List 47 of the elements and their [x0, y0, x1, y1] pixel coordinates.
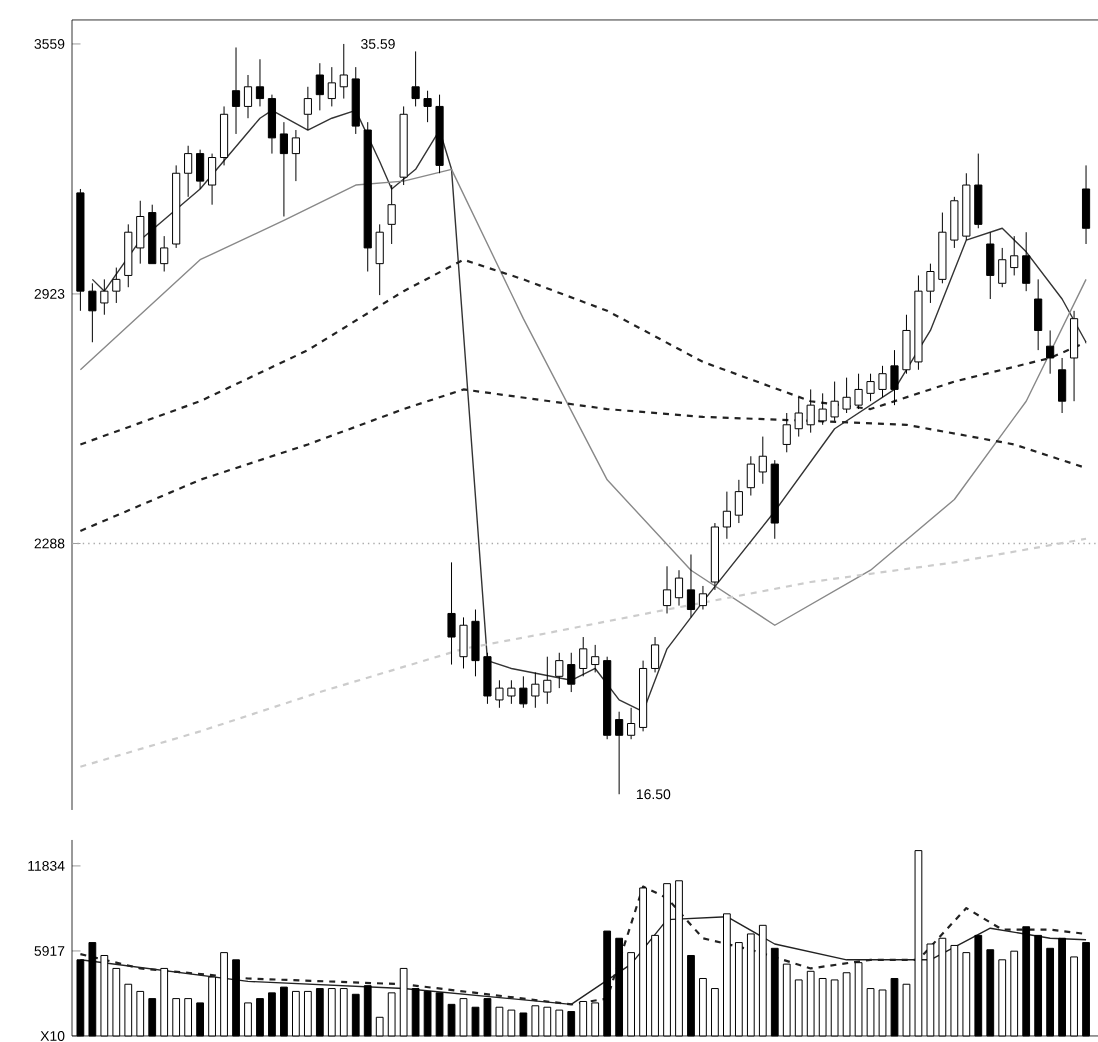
candlestick [591, 644, 600, 673]
candlestick [770, 459, 779, 540]
candlestick [315, 62, 324, 111]
candlestick [243, 74, 253, 119]
candlestick [662, 565, 672, 614]
line-series [79, 885, 1088, 1006]
candlestick [686, 553, 696, 618]
candlestick [196, 149, 205, 190]
candlestick [303, 86, 312, 131]
candlestick [267, 94, 277, 155]
line-series [79, 537, 1088, 768]
candlestick [1058, 357, 1067, 414]
candlestick [746, 455, 755, 497]
candlestick [674, 569, 684, 607]
candlestick [734, 479, 743, 524]
candlestick [255, 58, 265, 107]
candlestick [1022, 231, 1031, 292]
candlestick [219, 105, 229, 166]
candlestick [698, 585, 708, 611]
candlestick [627, 707, 636, 740]
candlestick [399, 105, 408, 186]
candlestick [231, 46, 241, 135]
candlestick [722, 491, 731, 540]
candlestick [160, 235, 169, 273]
candlestick [208, 153, 217, 206]
candlestick [279, 121, 289, 217]
line-series [79, 258, 1088, 446]
candlestick [339, 43, 348, 100]
candlestick [387, 184, 396, 245]
candlestick [1081, 164, 1091, 245]
line-series [79, 168, 1087, 626]
candlestick [1069, 310, 1079, 402]
candlestick [172, 164, 181, 249]
candlestick [327, 66, 336, 107]
candlestick [1046, 329, 1055, 375]
candlestick [1010, 235, 1019, 276]
candlestick [638, 660, 648, 732]
candlestick [650, 636, 660, 673]
candlestick [1034, 278, 1043, 351]
candlestick [758, 436, 767, 485]
candlestick [710, 522, 720, 591]
candlestick [615, 711, 624, 795]
candlestick [351, 66, 360, 135]
candlestick [291, 129, 300, 182]
candlestick [579, 636, 588, 677]
line-series [79, 388, 1088, 533]
candlestick [184, 145, 193, 198]
